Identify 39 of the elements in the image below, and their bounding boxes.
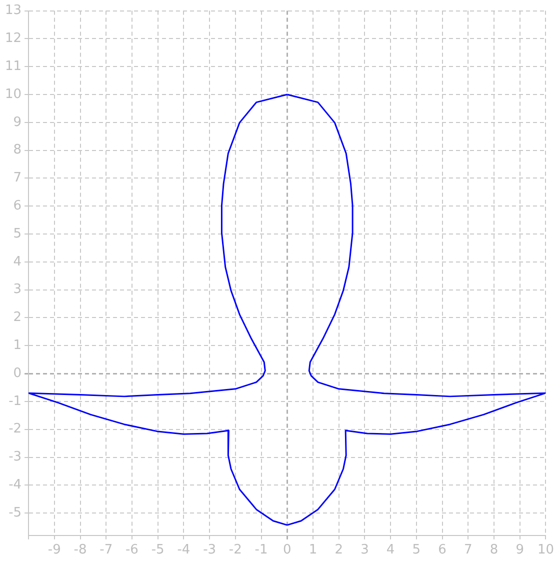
x-tick-label: -5	[151, 542, 164, 558]
x-tick-label: 4	[386, 542, 395, 558]
y-tick-label: 0	[13, 366, 22, 381]
x-tick-label: 2	[334, 542, 343, 558]
y-tick-label: 7	[13, 170, 22, 186]
x-tick-label: -7	[100, 542, 113, 558]
y-tick-label: 12	[4, 31, 22, 46]
y-tick-label: 4	[13, 254, 22, 270]
x-tick-label: -3	[203, 542, 216, 558]
x-tick-label: -6	[125, 542, 138, 558]
y-tick-label: -4	[8, 478, 22, 493]
y-tick-label: 10	[4, 86, 22, 102]
y-tick-label: 11	[4, 58, 22, 74]
y-tick-label: 9	[13, 114, 22, 130]
y-tick-label: -1	[8, 394, 22, 409]
y-tick-label: 5	[13, 226, 22, 242]
x-tick-label: -2	[228, 542, 242, 558]
x-tick-label: 6	[438, 542, 446, 558]
x-tick-label: 9	[516, 542, 524, 558]
x-tick-label: 7	[464, 542, 472, 558]
x-tick-label: 1	[308, 542, 318, 558]
x-tick-label: -8	[74, 542, 87, 558]
y-tick-label: 3	[13, 282, 22, 298]
x-tick-label: 0	[282, 542, 292, 558]
x-tick-label: 5	[412, 542, 421, 558]
x-tick-label: -1	[254, 542, 268, 558]
y-tick-label: -2	[8, 422, 22, 437]
y-tick-label: 13	[4, 3, 22, 18]
y-tick-label: -5	[8, 505, 22, 520]
x-tick-label: 3	[360, 542, 369, 558]
y-tick-label: -3	[8, 450, 22, 465]
x-tick-label: 8	[490, 542, 498, 558]
y-tick-label: 1	[13, 338, 22, 354]
x-tick-label: -9	[48, 542, 61, 558]
y-tick-label: 2	[13, 310, 22, 326]
x-tick-label: 10	[537, 542, 554, 558]
y-tick-label: 6	[13, 198, 22, 214]
x-tick-label: -4	[177, 542, 190, 558]
y-tick-label: 8	[13, 142, 22, 158]
